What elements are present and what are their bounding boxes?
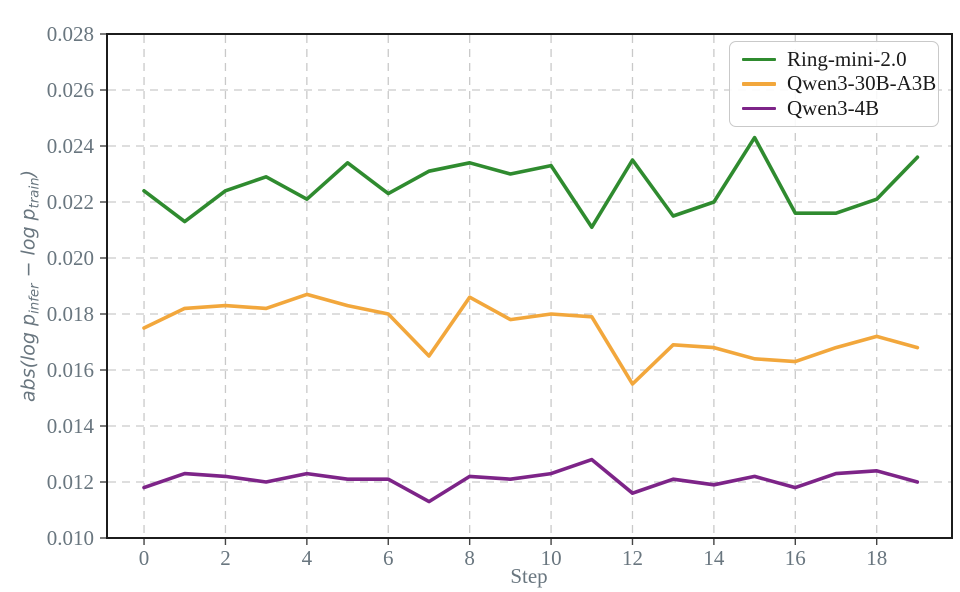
legend-label: Qwen3-30B-A3B — [787, 71, 937, 96]
x-tick-label: 8 — [464, 546, 475, 570]
y-axis-label-part: train — [27, 177, 43, 209]
legend-item: Qwen3-30B-A3B — [742, 73, 936, 94]
legend-item: Qwen3-4B — [742, 98, 930, 119]
y-tick-label: 0.018 — [47, 302, 94, 326]
series-line-qwen3-30b-a3b — [142, 292, 920, 386]
x-tick-label: 0 — [139, 546, 150, 570]
x-tick-label: 2 — [220, 546, 231, 570]
y-axis-label-part: p — [17, 208, 40, 221]
x-tick-label: 14 — [703, 546, 725, 570]
legend-label: Qwen3-4B — [787, 96, 880, 121]
series-line-qwen3-4b — [142, 457, 920, 504]
x-tick-label: 4 — [302, 546, 313, 570]
x-tick-label: 6 — [383, 546, 394, 570]
y-axis-label-part: − log — [17, 220, 40, 284]
y-axis-label-part: p — [17, 313, 40, 326]
x-axis-label: Step — [510, 564, 548, 588]
y-tick-label: 0.020 — [47, 246, 94, 270]
legend-swatch-line — [742, 57, 776, 62]
legend-label: Ring-mini-2.0 — [787, 46, 907, 71]
legend-item: Ring-mini-2.0 — [742, 46, 930, 71]
y-tick-label: 0.016 — [47, 358, 94, 382]
y-tick-label: 0.014 — [47, 414, 95, 438]
x-tick-label: 10 — [541, 546, 562, 570]
y-axis-label-part: ) — [17, 170, 40, 178]
y-axis-label: abs(log pinfer − log ptrain) — [18, 170, 43, 402]
plot-frame — [106, 33, 953, 539]
y-axis-label-part: abs(log — [17, 325, 40, 402]
y-tick-label: 0.028 — [47, 22, 94, 46]
y-tick-label: 0.026 — [47, 78, 94, 102]
x-tick-label: 12 — [622, 546, 643, 570]
y-tick-label: 0.022 — [47, 190, 94, 214]
legend: Ring-mini-2.0 Qwen3-30B-A3B Qwen3-4B — [729, 41, 939, 127]
y-axis-label-part: infer — [27, 283, 43, 314]
y-tick-label: 0.010 — [47, 526, 94, 550]
y-tick-label: 0.024 — [47, 134, 95, 158]
x-tick-label: 18 — [866, 546, 887, 570]
legend-swatch-line — [742, 82, 776, 86]
x-tick-label: 16 — [785, 546, 806, 570]
series-line-ring-mini-2-0 — [142, 135, 920, 229]
y-tick-label: 0.012 — [47, 470, 94, 494]
legend-swatch-line — [742, 106, 776, 111]
